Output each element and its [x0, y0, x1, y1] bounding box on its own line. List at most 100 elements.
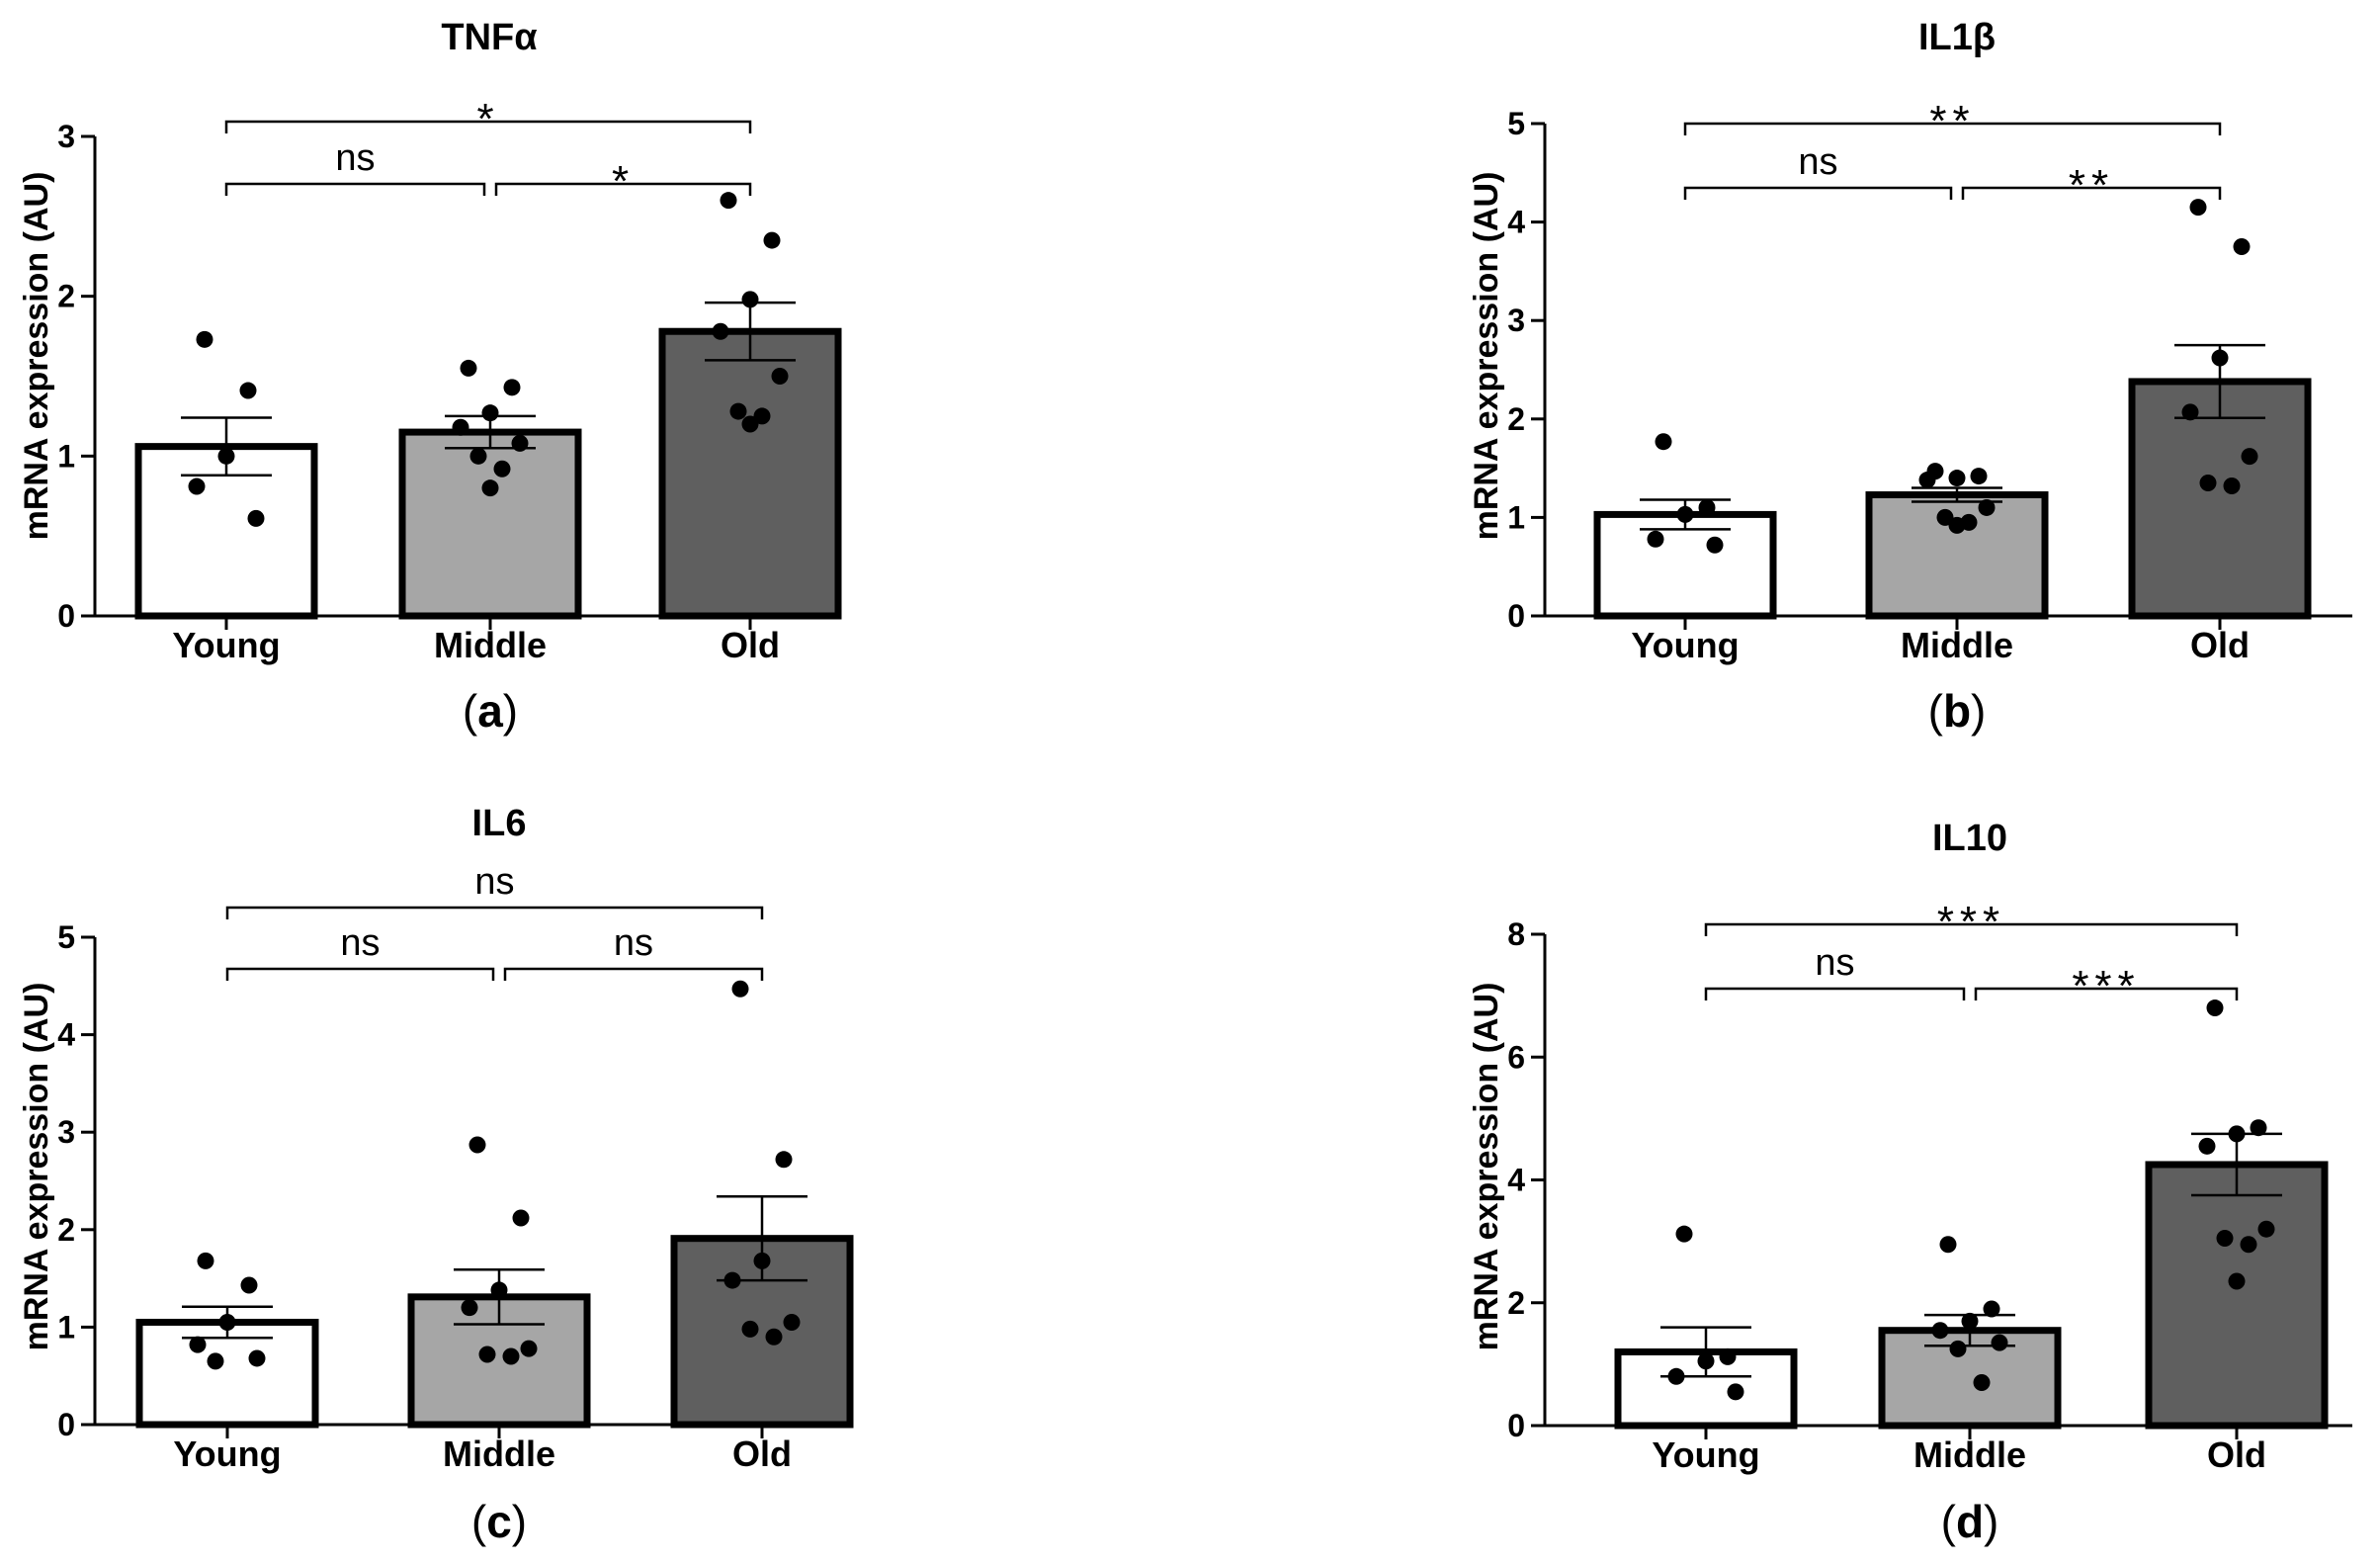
- data-point: [1655, 433, 1672, 451]
- bar-old: [2145, 1161, 2329, 1430]
- significance-bracket: [1961, 186, 2222, 200]
- data-point: [741, 415, 759, 433]
- data-point: [2228, 1125, 2246, 1143]
- data-point: [771, 368, 789, 385]
- panel-label-close: ): [1971, 685, 1986, 737]
- y-tick-label: 1: [57, 1309, 75, 1345]
- data-point: [2199, 475, 2217, 492]
- y-tick-label: 1: [57, 438, 75, 474]
- y-tick-label: 5: [57, 919, 75, 955]
- chart-panel-d: IL10 mRNA expression (AU) 0 2 4 6 8 Young Middle…: [1468, 818, 2352, 1547]
- x-tick-label-middle: Middle: [1913, 1434, 2026, 1475]
- data-point: [493, 460, 511, 478]
- panel-label-letter: b: [1943, 685, 1971, 737]
- significance-bracket: [1974, 987, 2239, 1000]
- data-point: [1973, 1374, 1991, 1392]
- chart-title: IL6: [472, 803, 527, 844]
- x-tick-label-old: Old: [2207, 1434, 2266, 1475]
- data-point: [189, 1336, 207, 1353]
- data-point: [468, 1136, 486, 1154]
- data-point: [723, 1271, 741, 1289]
- data-point: [247, 509, 265, 527]
- panel-label-open: (: [1941, 1496, 1957, 1547]
- data-point: [1991, 1334, 2008, 1351]
- y-tick-label: 2: [57, 1212, 75, 1248]
- data-point: [1931, 1322, 1949, 1340]
- y-tick-label: 1: [1507, 499, 1525, 535]
- y-axis-label: mRNA expression (AU): [1468, 172, 1505, 541]
- x-tick-label-young: Young: [173, 1434, 281, 1474]
- data-point: [511, 434, 529, 452]
- data-point: [217, 447, 235, 465]
- x-tick-label-old: Old: [721, 625, 780, 665]
- y-axis-label: mRNA expression (AU): [1468, 983, 1505, 1351]
- data-point: [2189, 199, 2207, 217]
- chart-panel-c: IL6 mRNA expression (AU) 0 1 2 3 4 5 Young Middle…: [18, 803, 854, 1547]
- data-point: [196, 330, 213, 348]
- y-tick-label: 0: [1507, 598, 1525, 634]
- panel-label-letter: a: [477, 685, 503, 737]
- data-point: [753, 407, 771, 425]
- data-point: [1698, 498, 1716, 516]
- y-tick-label: 4: [1507, 1163, 1525, 1198]
- data-point: [502, 1347, 520, 1365]
- significance-label: ns: [614, 922, 653, 964]
- significance-bracket: [1683, 122, 2222, 135]
- significance-bracket: [503, 967, 764, 981]
- data-point: [239, 382, 257, 399]
- data-point: [1676, 505, 1694, 523]
- y-tick-label: 2: [1507, 1285, 1525, 1321]
- y-tick-label: 2: [1507, 401, 1525, 437]
- x-tick-label-young: Young: [172, 625, 280, 665]
- significance-bracket: [225, 906, 764, 919]
- data-point: [1647, 530, 1664, 548]
- panel-label: (a): [463, 685, 518, 737]
- panel-label-open: (: [463, 685, 478, 737]
- data-point: [2241, 448, 2258, 466]
- bar-old: [658, 327, 842, 620]
- y-tick-label: 0: [57, 1407, 75, 1442]
- data-point: [1949, 1340, 1967, 1357]
- data-point: [207, 1352, 224, 1370]
- bar-middle: [398, 428, 582, 620]
- data-point: [1697, 1352, 1715, 1370]
- data-point: [712, 322, 729, 340]
- significance-label: ns: [335, 137, 375, 179]
- data-point: [1667, 1367, 1685, 1385]
- significance-bracket: [225, 967, 495, 981]
- panel-label-close: ): [1984, 1496, 1998, 1547]
- data-point: [481, 404, 499, 422]
- chart-title: IL10: [1932, 818, 2007, 859]
- significance-bracket: [224, 120, 752, 133]
- data-point: [720, 192, 737, 210]
- data-point: [763, 231, 781, 249]
- data-point: [452, 418, 469, 436]
- data-point: [469, 447, 487, 465]
- significance-label: ***: [1937, 898, 2005, 946]
- significance-label: ns: [1815, 942, 1854, 984]
- data-point: [1706, 536, 1724, 554]
- y-tick-label: 3: [57, 119, 75, 154]
- data-point: [1978, 498, 1996, 516]
- data-point: [188, 478, 206, 495]
- data-point: [753, 1252, 771, 1269]
- significance-label: *: [476, 95, 499, 143]
- panel-label: (d): [1941, 1496, 1999, 1547]
- x-tick-label-middle: Middle: [443, 1434, 555, 1474]
- data-point: [218, 1313, 236, 1331]
- panel-label-close: ): [503, 685, 518, 737]
- y-tick-label: 4: [1507, 205, 1525, 240]
- significance-label: ns: [474, 861, 514, 903]
- chart-title: IL1β: [1918, 17, 1996, 58]
- chart-title: TNFα: [441, 17, 537, 58]
- data-point: [1948, 516, 1966, 534]
- significance-label: ns: [340, 922, 380, 964]
- data-point: [520, 1340, 538, 1357]
- data-point: [775, 1151, 793, 1169]
- data-point: [2257, 1220, 2275, 1238]
- data-point: [2228, 1272, 2246, 1290]
- data-point: [741, 291, 759, 308]
- panel-label-letter: c: [486, 1496, 512, 1547]
